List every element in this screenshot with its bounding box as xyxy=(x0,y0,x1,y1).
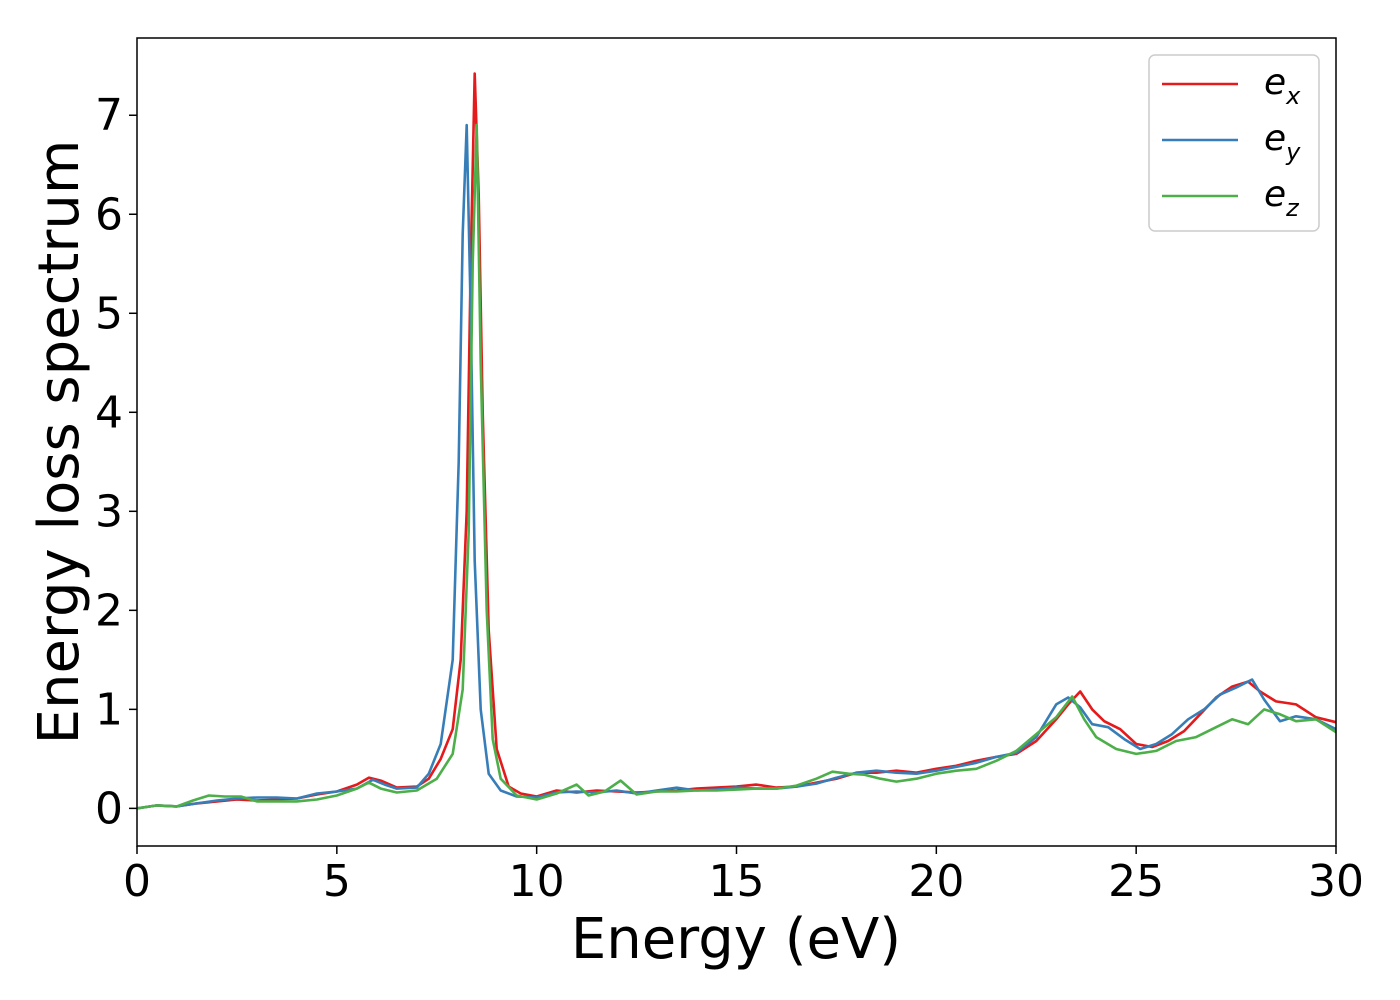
x-tick-label: 10 xyxy=(509,856,565,907)
y-tick-label: 3 xyxy=(95,486,123,537)
legend-label-e-y: ey xyxy=(1264,118,1301,166)
series-layer xyxy=(136,72,1337,810)
y-tick-label: 1 xyxy=(95,684,123,735)
y-tick-label: 6 xyxy=(95,189,123,240)
x-tick-label: 30 xyxy=(1308,856,1364,907)
y-axis-title: Energy loss spectrum xyxy=(27,140,92,745)
y-tick-label: 4 xyxy=(95,387,123,438)
x-axis-title: Energy (eV) xyxy=(571,907,901,972)
y-tick-label: 2 xyxy=(95,585,123,636)
y-tick-label: 5 xyxy=(95,288,123,339)
x-tick-label: 25 xyxy=(1108,856,1164,907)
y-tick-label: 7 xyxy=(95,90,123,141)
series-line-e-z xyxy=(136,123,1337,810)
x-tick-label: 0 xyxy=(123,856,151,907)
x-tick-label: 5 xyxy=(323,856,351,907)
x-tick-label: 15 xyxy=(709,856,765,907)
legend-box xyxy=(1148,54,1320,232)
y-tick-label: 0 xyxy=(95,783,123,834)
plot-background xyxy=(137,38,1336,846)
x-axis: 0 5 10 15 20 25 30 xyxy=(123,846,1364,907)
x-tick-label: 20 xyxy=(908,856,964,907)
y-axis: 0 1 2 3 4 5 6 7 xyxy=(95,90,137,834)
